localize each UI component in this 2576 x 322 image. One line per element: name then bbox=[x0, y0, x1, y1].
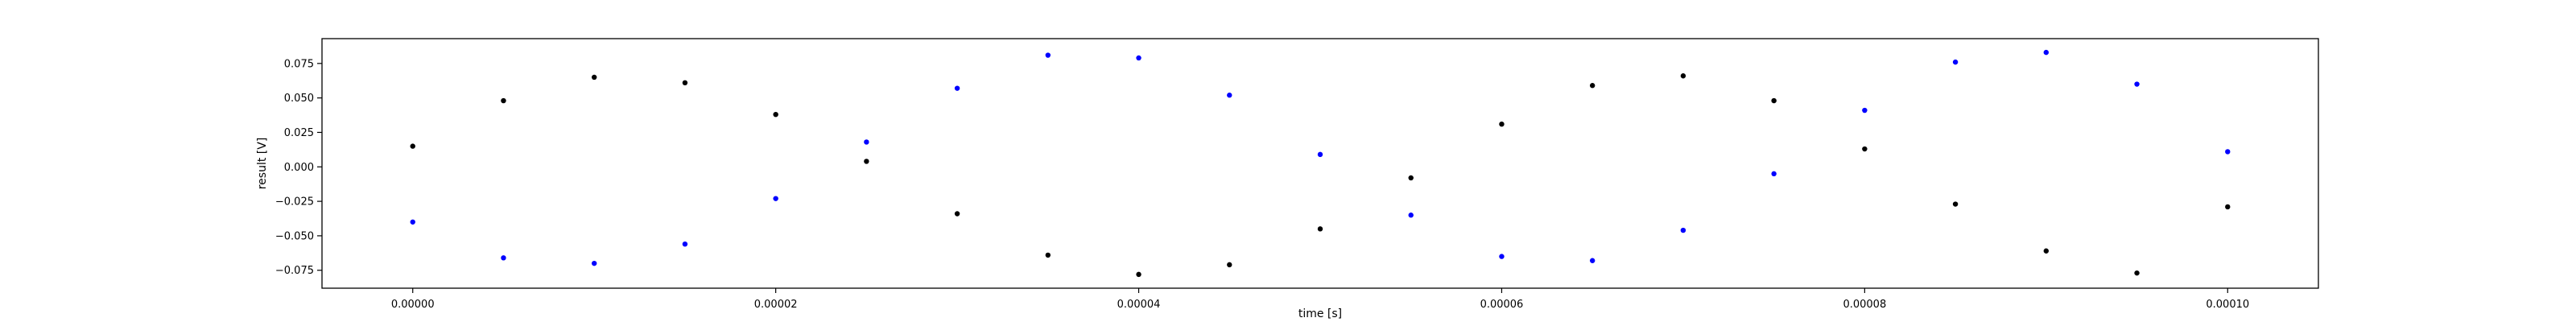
series-2 bbox=[410, 49, 2231, 266]
data-point bbox=[1227, 93, 1232, 98]
data-point bbox=[2225, 204, 2231, 210]
data-point bbox=[954, 211, 960, 217]
data-point bbox=[1589, 83, 1596, 89]
data-point bbox=[2043, 248, 2050, 254]
data-point bbox=[1499, 254, 1505, 259]
data-point bbox=[1952, 201, 1959, 207]
data-point bbox=[591, 74, 597, 80]
y-axis-ticks: −0.075 −0.050 −0.025 0.000 0.025 0.050 0.075 bbox=[275, 58, 322, 277]
data-point bbox=[2134, 270, 2140, 276]
y-tick-label: −0.075 bbox=[275, 265, 314, 277]
data-point bbox=[2134, 81, 2140, 87]
data-point bbox=[1136, 271, 1141, 278]
y-tick-label: 0.025 bbox=[284, 127, 314, 139]
x-tick-label: 0.00002 bbox=[754, 299, 798, 311]
data-point bbox=[1227, 262, 1232, 268]
data-point bbox=[864, 159, 869, 164]
data-point bbox=[2043, 49, 2050, 56]
data-point bbox=[1045, 252, 1051, 258]
data-point bbox=[773, 196, 778, 201]
data-point bbox=[410, 143, 415, 149]
data-point bbox=[682, 80, 688, 86]
data-point bbox=[1771, 97, 1777, 104]
series-layer bbox=[410, 49, 2231, 278]
x-tick-label: 0.00004 bbox=[1117, 299, 1161, 311]
data-point bbox=[864, 139, 869, 145]
x-tick-label: 0.00000 bbox=[391, 299, 435, 311]
data-point bbox=[1771, 171, 1777, 177]
data-point bbox=[1317, 151, 1323, 158]
data-point bbox=[501, 97, 506, 104]
data-point bbox=[1408, 175, 1414, 181]
data-point bbox=[1136, 55, 1141, 61]
data-point bbox=[1680, 227, 1686, 233]
data-point bbox=[2225, 149, 2231, 155]
data-point bbox=[1045, 52, 1051, 58]
data-point bbox=[1408, 213, 1414, 218]
x-tick-label: 0.00010 bbox=[2206, 299, 2249, 311]
data-point bbox=[1317, 226, 1323, 232]
data-point bbox=[410, 219, 415, 225]
x-tick-label: 0.00006 bbox=[1480, 299, 1524, 311]
data-point bbox=[773, 112, 778, 118]
data-point bbox=[1499, 121, 1505, 127]
data-point bbox=[1952, 59, 1959, 65]
y-tick-label: 0.000 bbox=[284, 162, 314, 174]
x-axis-label: time [s] bbox=[1298, 308, 1342, 320]
data-point bbox=[591, 260, 597, 266]
data-point bbox=[501, 255, 506, 261]
data-point bbox=[682, 241, 688, 247]
data-point bbox=[1589, 258, 1596, 263]
y-axis-label: result [V] bbox=[256, 138, 269, 190]
data-point bbox=[1862, 146, 1868, 152]
y-tick-label: 0.075 bbox=[284, 58, 314, 70]
x-tick-label: 0.00008 bbox=[1843, 299, 1886, 311]
data-point bbox=[954, 85, 960, 91]
data-point bbox=[1862, 107, 1868, 114]
data-point bbox=[1680, 73, 1686, 79]
y-tick-label: 0.050 bbox=[284, 93, 314, 105]
y-tick-label: −0.025 bbox=[275, 196, 314, 208]
x-axis-ticks: 0.00000 0.00002 0.00004 0.00006 0.00008 0.000… bbox=[391, 288, 2249, 311]
y-tick-label: −0.050 bbox=[275, 230, 314, 242]
plot-frame bbox=[321, 38, 2319, 289]
series-1 bbox=[410, 73, 2231, 278]
